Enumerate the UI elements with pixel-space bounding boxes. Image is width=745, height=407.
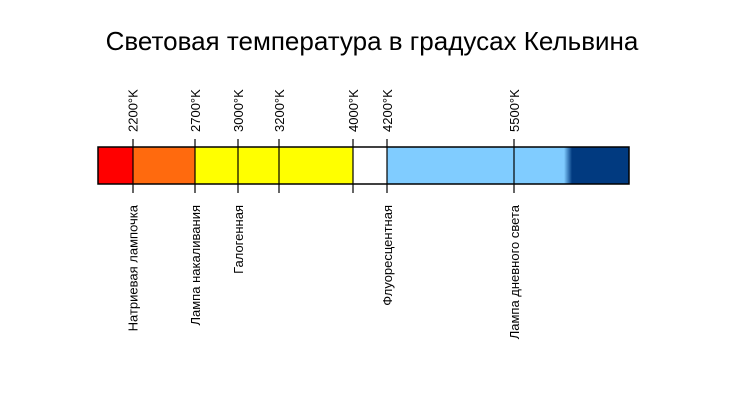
temperature-marks: 2200°K 2700°K 3000°K 3200°K 4000°K 4200°… <box>126 89 522 193</box>
segment-blue-gradient <box>564 147 572 184</box>
light-source-label: Лампа дневного света <box>507 204 522 339</box>
temperature-mark: 4000°K <box>346 89 361 193</box>
light-source-label: Флуоресцентная <box>380 205 395 306</box>
tick-label: 2200°K <box>126 89 141 132</box>
light-source-label: Лампа накаливания <box>188 205 203 326</box>
temperature-mark: 2200°K <box>126 89 141 193</box>
color-temperature-bar <box>97 146 630 185</box>
light-source-labels: Натриевая лампочка Лампа накаливания Гал… <box>126 204 523 339</box>
segment-yellow <box>195 147 353 184</box>
light-source-label: Галогенная <box>231 205 246 274</box>
temperature-mark: 3000°K <box>231 89 246 193</box>
tick-label: 5500°K <box>507 89 522 132</box>
segment-white <box>353 147 387 184</box>
diagram-title: Световая температура в градусах Кельвина <box>106 26 639 56</box>
temperature-mark: 5500°K <box>507 89 522 193</box>
tick-label: 2700°K <box>188 89 203 132</box>
temperature-mark: 4200°K <box>380 89 395 193</box>
segment-light-blue <box>387 147 564 184</box>
light-source-label: Натриевая лампочка <box>126 204 141 331</box>
bar-outline <box>97 146 630 185</box>
tick-label: 3200°K <box>272 89 287 132</box>
temperature-mark: 3200°K <box>272 89 287 193</box>
segment-dark-blue <box>572 147 629 184</box>
tick-label: 4000°K <box>346 89 361 132</box>
segment-red <box>98 147 133 184</box>
temperature-mark: 2700°K <box>188 89 203 193</box>
tick-label: 4200°K <box>380 89 395 132</box>
segment-orange <box>133 147 195 184</box>
tick-label: 3000°K <box>231 89 246 132</box>
